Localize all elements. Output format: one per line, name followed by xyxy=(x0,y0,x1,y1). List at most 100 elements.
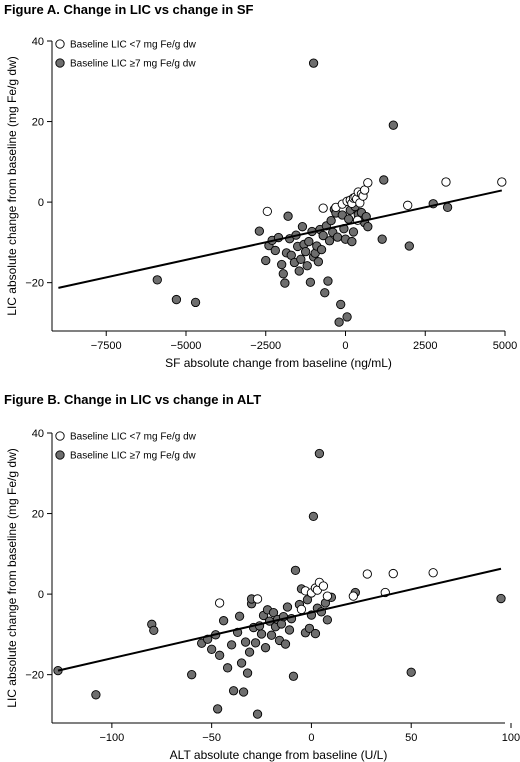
data-point xyxy=(404,241,414,251)
legend-marker-filled xyxy=(55,58,65,68)
data-point xyxy=(497,177,507,187)
data-point xyxy=(310,628,321,639)
data-point xyxy=(496,593,506,604)
data-point xyxy=(262,206,272,217)
data-point xyxy=(91,690,101,700)
data-point xyxy=(236,658,247,668)
data-point xyxy=(226,640,237,650)
legend-marker-filled xyxy=(55,450,65,460)
data-point xyxy=(442,202,453,212)
data-point xyxy=(322,615,333,625)
legend-label-open: Baseline LIC <7 mg Fe/g dw xyxy=(70,432,197,443)
data-point xyxy=(280,639,291,649)
panel-b: Figure B. Change in LIC vs change in ALT… xyxy=(0,390,520,762)
data-point xyxy=(379,175,389,185)
y-axis-label: LIC absolute change from baseline (mg Fe… xyxy=(5,448,19,707)
data-point xyxy=(348,591,358,601)
data-point xyxy=(260,643,271,653)
data-point xyxy=(347,236,357,247)
legend-label-open: Baseline LIC <7 mg Fe/g dw xyxy=(70,40,197,51)
x-axis-label: SF absolute change from baseline (ng/mL) xyxy=(165,356,392,370)
data-point xyxy=(302,261,312,271)
data-point xyxy=(441,177,451,187)
data-point xyxy=(294,266,304,276)
data-point xyxy=(254,226,265,236)
x-tick-label: 50 xyxy=(405,732,417,744)
data-point xyxy=(288,671,299,681)
data-point xyxy=(238,687,249,697)
data-point xyxy=(244,647,255,657)
data-point xyxy=(428,568,438,578)
data-point xyxy=(302,595,313,605)
data-point xyxy=(234,611,245,621)
data-point xyxy=(206,644,217,654)
data-point xyxy=(228,686,239,696)
data-point xyxy=(277,259,287,270)
data-point xyxy=(304,623,315,633)
data-point xyxy=(266,630,277,640)
data-point xyxy=(282,602,293,612)
data-point xyxy=(363,178,373,188)
data-point xyxy=(308,58,319,68)
data-point xyxy=(149,625,159,636)
data-point xyxy=(388,120,398,130)
data-point xyxy=(348,227,359,237)
y-axis-label: LIC absolute change from baseline (mg Fe… xyxy=(5,56,19,315)
data-point xyxy=(314,448,325,459)
x-tick-label: 100 xyxy=(502,732,520,744)
scatter-chart-a: −20 0 20 40 −7500 −5000 −2500 0 2500 5000 SF absol… xyxy=(5,36,517,370)
data-point xyxy=(190,297,201,308)
legend-marker-open xyxy=(55,39,65,49)
data-point xyxy=(362,569,372,579)
y-tick-label: 0 xyxy=(38,589,44,601)
x-axis-label: ALT absolute change from baseline (U/L) xyxy=(170,748,388,762)
legend-label-filled: Baseline LIC ≥7 mg Fe/g dw xyxy=(70,451,196,462)
x-tick-label: −100 xyxy=(99,732,124,744)
x-tick-label: 0 xyxy=(342,340,348,352)
data-point xyxy=(305,277,316,287)
data-point xyxy=(278,269,288,279)
data-point xyxy=(300,247,311,257)
data-point xyxy=(171,294,182,305)
data-point xyxy=(261,255,271,266)
data-point xyxy=(326,215,336,226)
data-point xyxy=(406,667,416,677)
x-tick-label: −2500 xyxy=(250,340,281,352)
data-point xyxy=(240,637,251,647)
data-point xyxy=(242,668,253,678)
data-point xyxy=(252,594,263,604)
x-tick-label: 0 xyxy=(308,732,314,744)
data-point xyxy=(214,598,225,608)
data-point xyxy=(187,670,197,680)
data-point xyxy=(268,607,279,618)
data-point xyxy=(256,629,267,639)
data-point xyxy=(332,232,343,242)
data-point xyxy=(214,650,225,660)
data-point xyxy=(342,312,352,322)
y-tick-label: 0 xyxy=(38,197,44,209)
data-point xyxy=(290,565,301,575)
x-tick-label: −50 xyxy=(202,732,221,744)
data-point xyxy=(304,236,314,247)
y-tick-label: −20 xyxy=(25,670,44,682)
chart-title: Figure A. Change in LIC vs change in SF xyxy=(4,2,254,17)
x-tick-label: −5000 xyxy=(171,340,202,352)
data-point xyxy=(296,604,307,615)
chart-title: Figure B. Change in LIC vs change in ALT xyxy=(4,392,262,407)
data-point xyxy=(280,278,290,288)
regression-line xyxy=(57,567,502,672)
data-point xyxy=(152,275,162,285)
y-tick-label: 20 xyxy=(32,117,44,129)
data-point xyxy=(318,230,328,241)
data-point xyxy=(308,511,319,522)
scatter-chart-b: −20 0 20 40 −100 −50 0 50 100 ALT absolute change… xyxy=(5,428,520,762)
data-point xyxy=(218,616,229,626)
data-point xyxy=(388,568,398,579)
data-point xyxy=(323,276,333,286)
data-point xyxy=(403,200,413,210)
panel-a: Figure A. Change in LIC vs change in SF … xyxy=(0,0,520,380)
data-point xyxy=(316,244,327,255)
data-point xyxy=(322,591,333,601)
y-tick-label: 20 xyxy=(32,509,44,521)
data-point xyxy=(250,638,261,648)
